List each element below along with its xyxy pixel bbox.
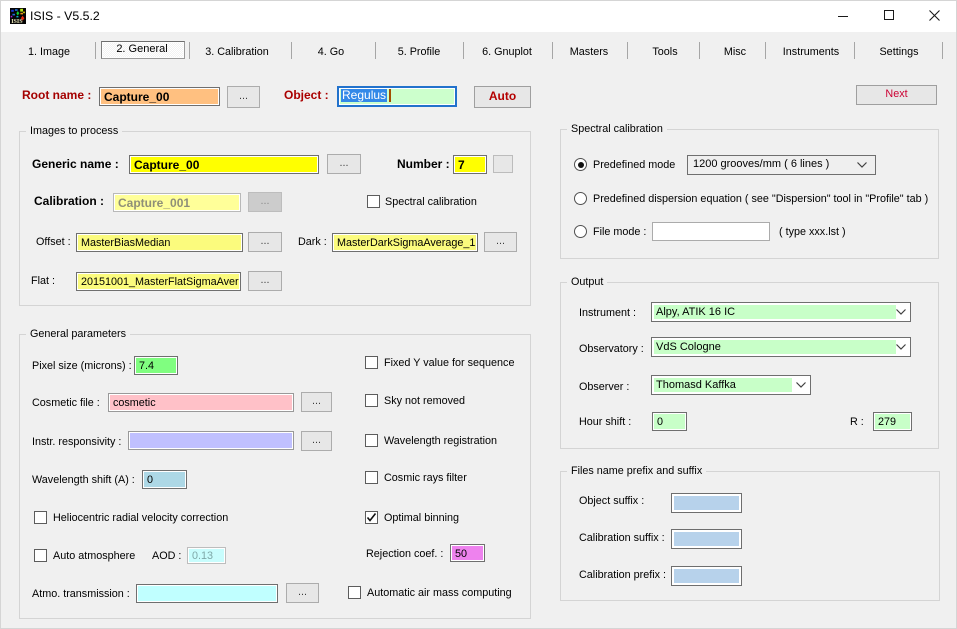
svg-text:ISIS: ISIS — [11, 19, 23, 24]
